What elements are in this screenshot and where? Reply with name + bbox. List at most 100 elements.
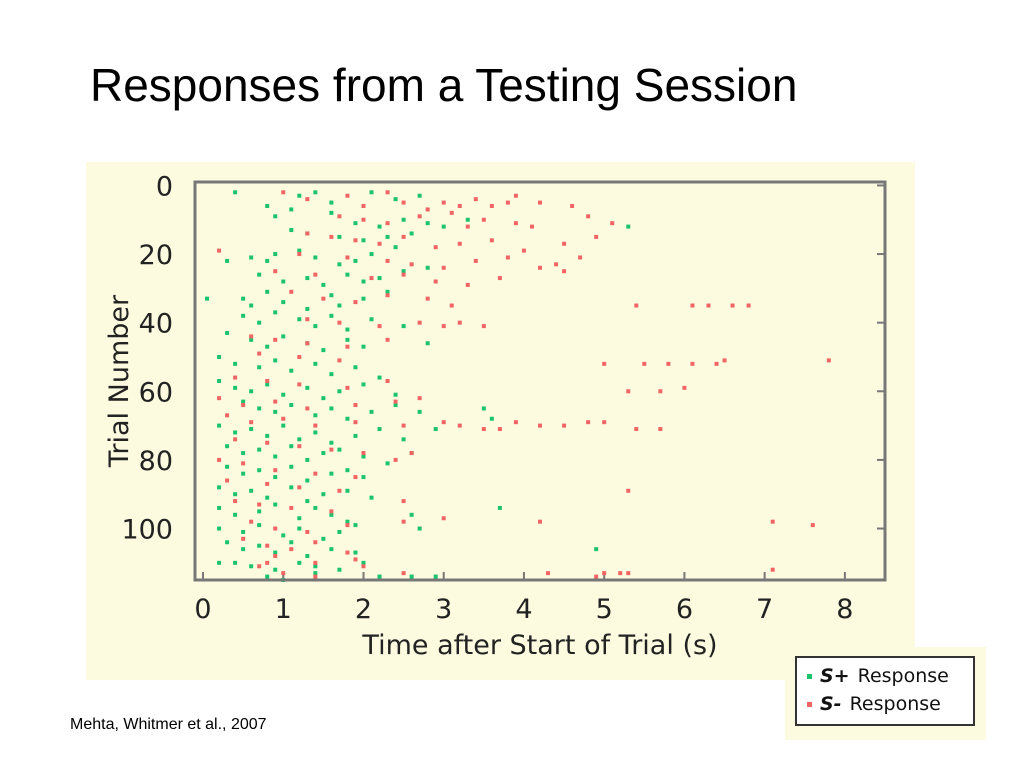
s-minus-point [497,276,502,281]
s-plus-point [369,317,374,322]
s-plus-point [313,324,318,329]
s-minus-point [578,255,583,260]
s-plus-point [305,306,310,311]
s-minus-point [329,234,334,239]
s-plus-point [441,224,446,229]
s-plus-point [425,221,430,226]
s-plus-point [401,217,406,222]
x-tick-label: 5 [596,594,613,625]
s-plus-point [321,451,326,456]
s-minus-point [481,324,486,329]
s-minus-point [249,420,254,425]
s-minus-point [257,351,262,356]
s-minus-point [770,567,775,572]
s-plus-point [289,368,294,373]
s-minus-point [618,571,623,576]
s-minus-point [345,193,350,198]
s-minus-point [529,224,534,229]
s-minus-point [313,540,318,545]
s-plus-point [417,526,422,531]
s-plus-point [265,382,270,387]
s-minus-point [265,543,270,548]
y-tick-label: 80 [139,446,173,477]
s-minus-point [602,571,607,576]
s-minus-point [233,375,238,380]
s-plus-point [337,447,342,452]
x-tick-label: 3 [435,594,452,625]
s-plus-point [489,416,494,421]
s-minus-point [257,502,262,507]
s-minus-point [417,320,422,325]
s-plus-point [217,485,222,490]
s-plus-point [273,475,278,480]
s-minus-point [313,272,318,277]
s-minus-point [281,416,286,421]
s-plus-point [297,317,302,322]
x-tick-label: 6 [676,594,693,625]
s-minus-point [449,210,454,215]
x-axis-label: Time after Start of Trial (s) [361,630,717,661]
s-plus-point [217,354,222,359]
s-plus-point [321,282,326,287]
s-plus-point [289,207,294,212]
s-minus-point [361,204,366,209]
s-plus-point [265,204,270,209]
s-minus-point [513,221,518,226]
s-minus-point [305,529,310,534]
s-plus-point [225,330,230,335]
s-minus-point [217,396,222,401]
y-tick-label: 0 [156,171,173,202]
s-minus-point [249,334,254,339]
s-minus-point [337,214,342,219]
s-plus-point [241,399,246,404]
s-plus-point [217,526,222,531]
s-minus-point [249,519,254,524]
s-minus-point [690,303,695,308]
s-plus-point [289,403,294,408]
s-minus-point [265,481,270,486]
s-plus-point [233,430,238,435]
s-minus-point [538,265,542,270]
s-minus-point [361,217,366,222]
s-minus-point [345,255,350,260]
s-plus-point [321,348,326,353]
s-minus-point [329,447,334,452]
s-plus-point [257,543,262,548]
s-plus-point [321,492,326,497]
s-minus-point [642,361,647,366]
s-minus-point [473,197,478,202]
s-plus-point [425,265,430,270]
s-plus-point [265,344,270,349]
s-minus-point [505,200,510,205]
s-minus-point [610,221,615,226]
s-plus-point [425,341,430,346]
s-plus-point [265,258,270,263]
s-minus-point [305,197,310,202]
s-minus-point [409,451,414,456]
s-plus-point [337,529,342,534]
s-minus-point [217,248,222,253]
s-minus-point [393,399,398,404]
s-plus-point [257,447,262,452]
s-minus-point [417,396,422,401]
s-plus-point [241,529,246,534]
s-plus-point [361,454,366,459]
s-plus-point [345,327,350,332]
chart-panel: 0 1 2 3 4 5 6 7 8 0 20 40 60 80 100 Time after Start o… [86,162,915,680]
s-plus-point [257,406,262,411]
s-plus-point [281,392,286,397]
s-minus-point [273,269,278,274]
s-plus-point [385,234,390,239]
s-minus-point [377,324,382,329]
x-tick-label: 4 [515,594,532,625]
s-minus-point [297,485,302,490]
s-minus-point [594,574,599,579]
s-plus-point [289,444,294,449]
s-minus-point [538,519,542,524]
s-minus-point [313,423,318,428]
s-plus-point [241,471,246,476]
legend-symbol-s-minus: S- [820,693,842,715]
s-minus-point [473,258,478,263]
